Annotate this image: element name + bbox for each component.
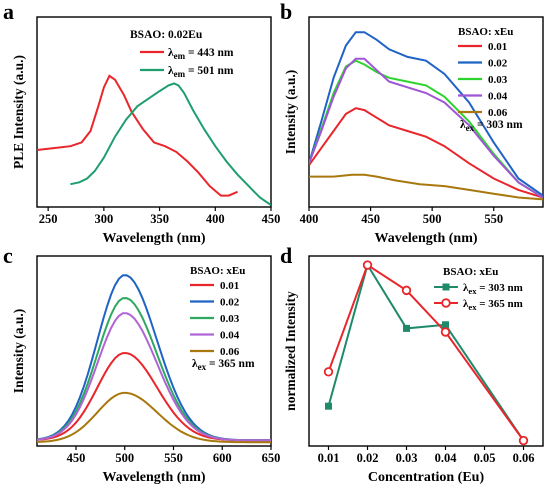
x-tick-label: 0.04 — [435, 451, 458, 465]
panel-c: c 450 500 550 600 650 Wavelength (nm) Intensity… — [3, 243, 280, 485]
x-axis-label: Wavelength (nm) — [102, 470, 205, 485]
x-tick-label: 450 — [67, 451, 86, 465]
annotation: λex = 303 nm — [460, 119, 523, 133]
legend-title: BSAO: xEu — [443, 266, 498, 278]
legend-label: 0.04 — [488, 91, 508, 103]
series-line-c-4 — [37, 391, 271, 444]
y-axis-label: Intensity (a.u.) — [283, 70, 298, 154]
x-tick-label: 400 — [206, 212, 225, 226]
legend-label: 0.02 — [220, 297, 240, 309]
data-point-square — [403, 324, 410, 332]
x-axis-label: Wavelength (nm) — [102, 231, 205, 246]
annotation: BSAO: 0.02Eu — [130, 29, 203, 41]
data-point-square — [442, 321, 449, 329]
x-tick-label: 0.02 — [357, 451, 379, 465]
x-tick-label: 600 — [213, 451, 232, 465]
panel-letter-d: d — [280, 243, 292, 268]
series-line-b-3 — [309, 57, 543, 199]
panel-letter-c: c — [3, 243, 13, 268]
data-point-circle — [401, 285, 412, 296]
series-line-b-0 — [309, 107, 543, 199]
x-tick-label: 0.01 — [318, 451, 340, 465]
axes-frame — [308, 255, 544, 447]
x-tick-label: 500 — [423, 212, 442, 226]
panel-d: d 0.01 0.02 0.03 0.04 0.05 0.06 Concentration (… — [280, 243, 544, 485]
panel-b: b 400 450 500 550 Wavelength (nm) Intensity (a… — [280, 0, 544, 246]
x-tick-label: 400 — [300, 212, 319, 226]
x-tick-label: 500 — [115, 451, 134, 465]
x-tick-label: 450 — [361, 212, 380, 226]
y-axis-label: normalized Intensity — [283, 291, 298, 411]
x-tick-label: 250 — [39, 212, 58, 226]
plot-area — [37, 274, 271, 444]
axes-frame — [36, 255, 272, 447]
series-line-c-3 — [37, 312, 271, 442]
y-axis-label: Intensity (a.u.) — [11, 309, 26, 393]
panel-letter-a: a — [3, 0, 14, 24]
series-line-b-4 — [309, 173, 543, 201]
plot-area — [37, 74, 271, 206]
annotation: λex = 365 nm — [192, 358, 255, 372]
legend-title: BSAO: xEu — [458, 26, 513, 38]
legend-label: 0.04 — [220, 330, 240, 342]
x-tick-label: 350 — [150, 212, 169, 226]
panel-letter-b: b — [280, 0, 292, 24]
y-axis-label: PLE Intensity (a.u.) — [11, 55, 26, 169]
legend-label: λem = 443 nm — [168, 47, 234, 61]
plot-area — [309, 31, 543, 201]
legend-title: BSAO: xEu — [190, 265, 245, 277]
legend-label: λex = 303 nm — [463, 282, 523, 296]
legend-label: 0.01 — [488, 41, 507, 53]
x-tick-label: 0.06 — [513, 451, 535, 465]
data-point-square — [325, 402, 332, 410]
axes-frame — [36, 16, 272, 208]
series-line-a-1 — [70, 82, 271, 206]
legend-label: 0.06 — [220, 346, 240, 358]
legend-marker — [441, 298, 451, 308]
data-point-circle — [323, 367, 334, 377]
legend-label: 0.02 — [488, 58, 508, 70]
data-point-circle — [440, 327, 451, 337]
legend-label: 0.03 — [488, 74, 508, 86]
legend-label: 0.01 — [220, 280, 239, 292]
data-point-circle — [362, 260, 373, 270]
legend-marker — [442, 283, 450, 291]
legend-label: λex = 365 nm — [463, 298, 523, 312]
legend-label: λem = 501 nm — [168, 65, 234, 79]
x-tick-label: 0.05 — [474, 451, 496, 465]
x-tick-label: 650 — [262, 451, 281, 465]
x-tick-label: 0.03 — [396, 451, 418, 465]
panel-a: a 250 300 350 400 450 Wavelength (nm) PLE Inten… — [3, 0, 280, 246]
x-tick-label: 300 — [94, 212, 113, 226]
x-tick-label: 550 — [484, 212, 503, 226]
x-tick-label: 550 — [164, 451, 183, 465]
data-point-circle — [518, 435, 529, 446]
series-line-b-1 — [309, 31, 543, 197]
legend-label: 0.06 — [488, 107, 508, 119]
x-axis-label: Concentration (Eu) — [368, 470, 485, 485]
legend-label: 0.03 — [220, 313, 240, 325]
x-tick-label: 450 — [262, 212, 281, 226]
series-line-b-2 — [309, 59, 543, 199]
axes-frame — [308, 16, 544, 208]
x-axis-label: Wavelength (nm) — [374, 231, 477, 246]
